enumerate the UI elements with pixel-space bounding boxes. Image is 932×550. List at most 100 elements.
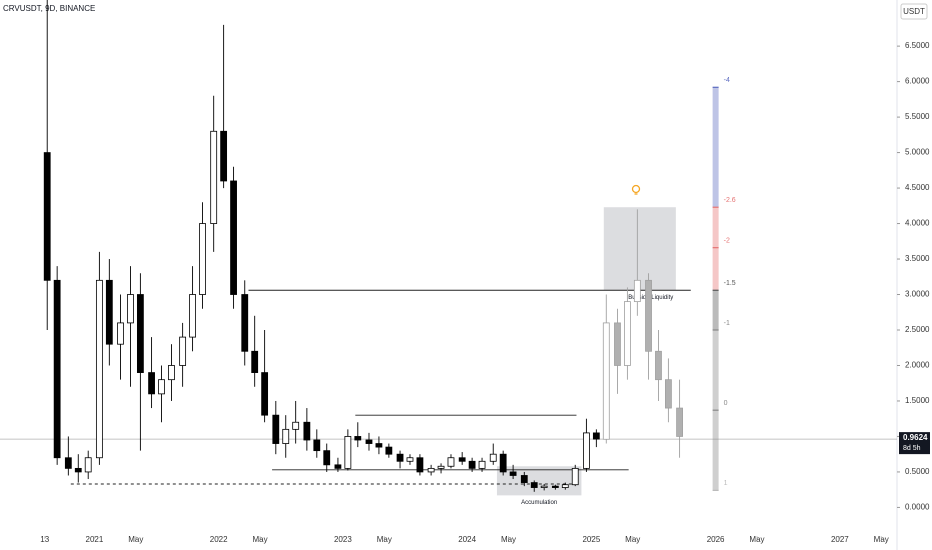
candle-body bbox=[530, 482, 538, 488]
candle-body bbox=[64, 457, 72, 469]
candle-body bbox=[105, 279, 113, 345]
candle-body bbox=[655, 350, 662, 381]
last-price-label: 0.9624 bbox=[903, 433, 928, 442]
candle-body bbox=[458, 457, 466, 462]
y-tick-label: 0.5000 bbox=[905, 467, 930, 476]
fib-level-label: -2 bbox=[724, 238, 730, 245]
last-price-tag bbox=[899, 432, 930, 455]
candle-body bbox=[323, 450, 331, 466]
candle-body bbox=[551, 485, 559, 488]
x-tick-label: 13 bbox=[40, 535, 49, 544]
fib-level-label: 0 bbox=[724, 400, 728, 407]
y-tick-label: 1.5000 bbox=[905, 396, 930, 405]
zone bbox=[496, 466, 582, 496]
candle-body bbox=[447, 457, 455, 467]
currency: USDT bbox=[903, 7, 925, 16]
candle-body bbox=[365, 439, 373, 444]
countdown: 8d 5h bbox=[903, 445, 921, 452]
candle-body bbox=[520, 475, 528, 483]
candle-body bbox=[148, 372, 155, 395]
fib-band bbox=[712, 87, 719, 208]
candle-body bbox=[272, 414, 280, 444]
fib-level-label: -4 bbox=[724, 77, 730, 84]
candle-body bbox=[406, 457, 414, 462]
x-tick-label: May bbox=[874, 535, 889, 544]
candle-body bbox=[53, 279, 61, 459]
candle-body bbox=[261, 372, 269, 416]
x-tick-label: 2024 bbox=[458, 535, 476, 544]
candle-body bbox=[561, 484, 569, 488]
candle-body bbox=[230, 180, 237, 295]
y-tick-label: 5.5000 bbox=[905, 112, 930, 121]
candle-body bbox=[676, 407, 683, 437]
x-tick-label: May bbox=[377, 535, 392, 544]
y-tick-label: 3.0000 bbox=[905, 290, 930, 299]
candle-body bbox=[602, 322, 610, 440]
candle-body bbox=[396, 453, 404, 462]
y-tick-label: 3.5000 bbox=[905, 254, 930, 263]
candle-body bbox=[334, 464, 342, 469]
x-tick-label: May bbox=[128, 535, 143, 544]
candle-body bbox=[210, 130, 218, 224]
candle-body bbox=[499, 453, 507, 473]
candle-body bbox=[583, 432, 590, 469]
candle-body bbox=[127, 294, 134, 324]
candle-body bbox=[427, 467, 435, 473]
chart-title: CRVUSDT, 9D, BINANCE bbox=[3, 4, 95, 13]
candle-body bbox=[158, 379, 165, 395]
candle-body bbox=[282, 428, 290, 444]
candle-body bbox=[614, 322, 621, 366]
fib-band bbox=[712, 410, 719, 491]
x-tick-label: May bbox=[625, 535, 640, 544]
candle-body bbox=[344, 436, 352, 469]
fib-band bbox=[712, 207, 719, 248]
lightbulb-icon bbox=[631, 184, 641, 195]
candle-body bbox=[540, 485, 548, 488]
candle-body bbox=[95, 279, 103, 459]
candle-body bbox=[416, 457, 424, 473]
candle-body bbox=[437, 465, 445, 469]
candle-body bbox=[117, 322, 124, 345]
fib-band bbox=[712, 247, 719, 291]
candle-body bbox=[292, 421, 300, 430]
candle-body bbox=[241, 294, 249, 352]
y-tick-label: 4.5000 bbox=[905, 183, 930, 192]
candle-body bbox=[478, 460, 486, 469]
candle-body bbox=[375, 443, 383, 448]
candle-body bbox=[220, 130, 228, 182]
zone bbox=[603, 207, 676, 291]
y-tick-label: 2.5000 bbox=[905, 325, 930, 334]
candle-body bbox=[645, 279, 652, 352]
x-tick-label: 2021 bbox=[86, 535, 104, 544]
candle-body bbox=[189, 294, 196, 338]
candle-body bbox=[179, 336, 187, 366]
candle-body bbox=[624, 301, 631, 366]
fib-band bbox=[712, 330, 719, 411]
x-tick-label: 2026 bbox=[707, 535, 725, 544]
zone-label: Accumulation bbox=[521, 500, 557, 506]
fib-level-label: -1.5 bbox=[724, 280, 736, 287]
candle-body bbox=[468, 460, 476, 469]
y-tick-label: 5.0000 bbox=[905, 148, 930, 157]
candle-body bbox=[665, 379, 672, 409]
candle-body bbox=[489, 453, 497, 462]
y-tick-label: 0.0000 bbox=[905, 503, 930, 512]
candle-body bbox=[354, 436, 362, 441]
fib-level-label: -2.6 bbox=[724, 197, 736, 204]
x-tick-label: 2023 bbox=[334, 535, 352, 544]
candle-series bbox=[43, 0, 600, 492]
candle-body bbox=[633, 279, 641, 303]
candle-body bbox=[84, 457, 92, 473]
x-tick-label: 2027 bbox=[831, 535, 849, 544]
candle-body bbox=[74, 467, 82, 473]
candle-body bbox=[385, 446, 393, 455]
candle-series bbox=[602, 209, 683, 458]
x-tick-label: May bbox=[252, 535, 267, 544]
x-tick-label: 2022 bbox=[210, 535, 228, 544]
fib-band bbox=[712, 290, 719, 330]
y-tick-label: 6.0000 bbox=[905, 77, 930, 86]
candle-body bbox=[251, 350, 259, 373]
y-tick-label: 4.0000 bbox=[905, 219, 930, 228]
candle-body bbox=[168, 365, 175, 381]
